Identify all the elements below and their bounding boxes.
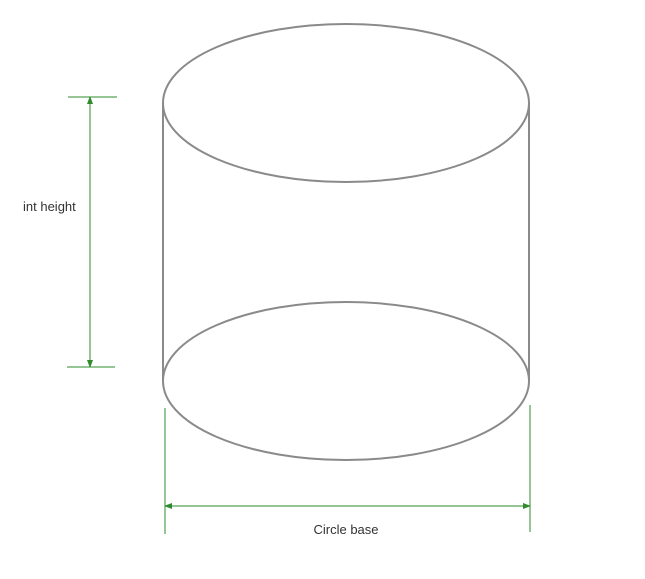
cylinder-top-ellipse: [162, 23, 530, 183]
base-label: Circle base: [313, 522, 378, 537]
cylinder-bottom-ellipse: [162, 301, 530, 461]
base-dimension: [164, 405, 531, 534]
height-label: int height: [23, 199, 76, 214]
height-dimension: [67, 96, 117, 368]
cylinder: [162, 23, 530, 461]
